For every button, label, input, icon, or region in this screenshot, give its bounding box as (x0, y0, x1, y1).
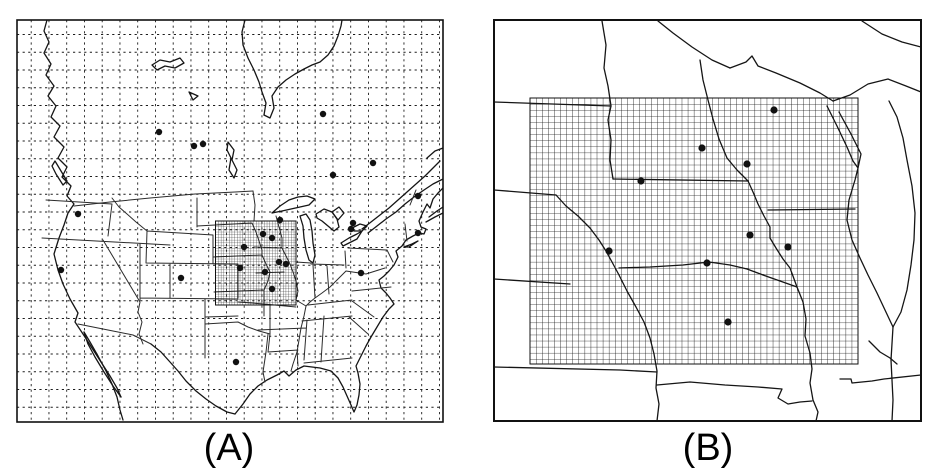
panel-a-map (41, 20, 443, 421)
nova-scotia-south (425, 212, 443, 223)
station-dot (74, 210, 82, 218)
station-dot (369, 159, 377, 167)
superior-northeast-shore (861, 20, 921, 48)
station-dot (703, 259, 711, 267)
station-dot (275, 258, 283, 266)
long-island (403, 240, 419, 248)
station-dot (746, 231, 754, 239)
station-dot (232, 358, 240, 366)
panel-a-label: (A) (204, 427, 255, 469)
station-dot (268, 234, 276, 242)
rio-grande (150, 343, 236, 415)
lake-superior (271, 195, 316, 214)
superior-mn-shore (657, 20, 731, 69)
nested-domain-grid (529, 97, 859, 365)
lake-athabasca (188, 91, 199, 101)
st-lawrence-north-shore (361, 160, 441, 230)
panel-a-stations-layer (57, 110, 422, 366)
us-mexico-border (77, 323, 152, 345)
station-dot (605, 247, 613, 255)
station-dot (57, 266, 65, 274)
vancouver-island (51, 160, 68, 186)
station-dot (319, 110, 327, 118)
station-dot (349, 219, 357, 227)
station-dot (357, 269, 365, 277)
lake-huron (315, 208, 340, 232)
panel-frame (16, 19, 444, 423)
station-dot (784, 243, 792, 251)
panel-a-frame-layer (16, 19, 444, 423)
lake-michigan (299, 213, 316, 264)
station-dot (177, 274, 185, 282)
station-dot (199, 140, 207, 148)
panel-a-domain-layer (215, 220, 297, 306)
station-dot (190, 142, 198, 150)
mexico-mainland-coast (83, 331, 124, 421)
station-dot (236, 264, 244, 272)
wisconsin-north-shore (729, 55, 834, 102)
station-dot (637, 177, 645, 185)
south-border-line (839, 374, 921, 384)
southern-state-boundaries (257, 189, 417, 383)
panel-b-frame-layer (493, 19, 922, 422)
station-dot (329, 171, 337, 179)
panel-b-domain-layer (529, 97, 859, 365)
georgian-bay (331, 206, 345, 221)
station-dot (240, 243, 248, 251)
hudson-bay-east-shore (263, 20, 343, 119)
us-canada-border (73, 190, 254, 207)
lake-michigan-east-shore (888, 100, 916, 328)
station-dot (259, 230, 267, 238)
gulf-atlantic-coastline (234, 187, 443, 415)
lake-erie (340, 230, 363, 247)
station-dot (743, 160, 751, 168)
pacific-coastline (43, 20, 122, 398)
station-dot (698, 144, 706, 152)
missouri-river-east (656, 381, 813, 405)
nova-scotia (428, 206, 443, 218)
lake-winnipeg (226, 141, 238, 179)
station-dot (261, 268, 269, 276)
st-lawrence-south-shore (367, 178, 443, 234)
newfoundland-coast (426, 147, 443, 159)
panel-b-label: (B) (683, 427, 734, 469)
panel-frame (493, 19, 922, 422)
kansas-border-line (494, 366, 658, 373)
western-state-boundaries (41, 197, 239, 345)
great-slave-lake (151, 57, 185, 71)
station-dot (414, 192, 422, 200)
station-dot (414, 229, 422, 237)
station-dot (276, 216, 284, 224)
illinois-indiana-border (890, 326, 894, 421)
station-dot (770, 106, 778, 114)
hudson-bay-west-shore (241, 20, 267, 116)
indiana-area-lines (868, 340, 898, 365)
station-dot (724, 318, 732, 326)
panel-b-stations-layer (605, 106, 792, 326)
baja-peninsula (83, 331, 122, 398)
station-dot (282, 260, 290, 268)
station-dot (268, 285, 276, 293)
station-dot (347, 225, 355, 233)
upper-peninsula-south-shore (832, 78, 921, 102)
nested-domain-grid (215, 220, 297, 306)
station-dot (155, 128, 163, 136)
